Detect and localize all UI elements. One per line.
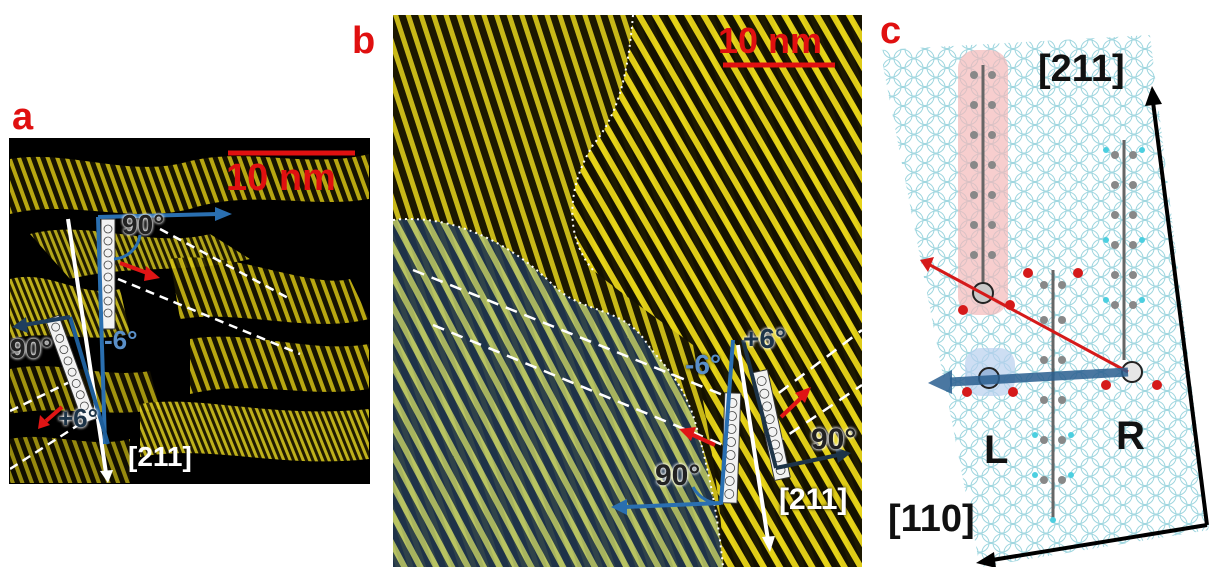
panel-c-label-R: R xyxy=(1116,414,1145,458)
panel-a-angle-left-label: 90° xyxy=(10,333,53,364)
panel-a-letter: a xyxy=(12,96,34,138)
panel-a-dashed-line-4 xyxy=(10,409,101,471)
panel-c-axis-110-arrowhead xyxy=(976,552,996,567)
panel-a-scale-label: 10 nm xyxy=(226,157,336,199)
panel-c-molecule-grey-middle xyxy=(1023,268,1083,523)
panel-c-red-arrowhead xyxy=(920,257,934,272)
panel-b-angle-left-label: 90° xyxy=(655,459,701,492)
panel-c-axis-211-arrowhead xyxy=(1145,86,1162,106)
panel-a-molecule-lower xyxy=(45,314,98,425)
panel-a-angle-neg-label: -6° xyxy=(104,325,138,355)
panel-a-direction-arrowhead xyxy=(100,470,113,483)
panel-a-red-arrowhead-lower xyxy=(38,415,50,429)
panel-b-right-domain xyxy=(572,15,862,567)
panel-b-red-arrow-right xyxy=(779,396,803,419)
panel-a-dashed-line-1 xyxy=(159,227,291,301)
panel-a-blue-axis-upper xyxy=(96,216,107,445)
panel-b-angle-right-label: 90° xyxy=(811,423,857,456)
panel-a-red-arrow-lower xyxy=(44,405,64,423)
panel-b-blue-arrowhead-right xyxy=(835,447,851,463)
panel-c-blue-arrow xyxy=(949,367,1129,387)
panel-b-stm-image: 10 nm -6° +6° 90° 90° [211] xyxy=(393,15,862,567)
panel-c-model: [211] [110] L R xyxy=(870,30,1209,567)
panel-b-boundary-2 xyxy=(393,218,724,567)
panel-c-axis-110 xyxy=(991,523,1208,562)
panel-a-direction-line xyxy=(66,218,108,474)
panel-b-dashed-line-3 xyxy=(762,329,862,406)
panel-b-angle-pos-label: +6° xyxy=(743,323,787,354)
panel-b-dashed-line-4 xyxy=(772,383,862,447)
panel-a-blue-axis-lower xyxy=(68,316,110,445)
panel-a-stm-image: 10 nm 90° 90° -6° +6° [211] xyxy=(9,138,370,484)
panel-b-blue-arrow-left xyxy=(624,501,722,509)
panel-a-overlay xyxy=(10,150,355,483)
panel-c-direction-211-label: [211] xyxy=(1038,48,1125,90)
panel-b-blue-domain xyxy=(393,219,723,567)
panel-b-red-arrowhead-left xyxy=(679,427,696,441)
panel-b-red-arrowhead-right xyxy=(795,387,811,403)
panel-a-blue-arrow-top xyxy=(97,212,219,219)
panel-b-blue-axis-left xyxy=(719,339,735,504)
panel-a-blue-arrowhead-top xyxy=(215,207,232,221)
panel-a-red-arrow-upper xyxy=(119,261,151,276)
panel-b-angle-neg-label: -6° xyxy=(685,349,722,380)
panel-c-graphic xyxy=(880,35,1209,567)
panel-b-direction-arrowhead xyxy=(762,536,775,552)
panel-b-dashed-line-2 xyxy=(432,323,724,447)
panel-c-molecule-grey-right xyxy=(1101,140,1162,390)
panel-c-red-arrow xyxy=(929,263,1129,374)
panel-a-direction-label: [211] xyxy=(128,441,192,472)
panel-c-substrate xyxy=(880,35,1209,567)
panel-a-molecule-upper xyxy=(100,218,116,330)
panel-a-angle-pos-label: +6° xyxy=(58,403,99,433)
panel-a-red-arrowhead-upper xyxy=(144,266,160,281)
panel-c-molecule-red xyxy=(958,50,1015,315)
panel-b-molecule-right xyxy=(751,368,791,482)
panel-b-letter: b xyxy=(352,20,376,62)
panel-a-blue-arrowhead-left xyxy=(12,317,28,333)
panel-a-angle-top-label: 90° xyxy=(122,209,165,240)
panel-b-blue-axis-right xyxy=(741,339,778,469)
panel-b-stm-texture xyxy=(393,15,862,567)
panel-b-dashed-line-1 xyxy=(412,268,724,397)
panel-a-angle-arc xyxy=(113,234,142,261)
panel-b-direction-line xyxy=(736,344,770,541)
panel-b-blue-arrowhead-left xyxy=(611,499,627,515)
panel-c-label-L: L xyxy=(984,428,1009,472)
panel-a-blue-arrow-left xyxy=(23,315,71,327)
panel-b-red-arrow-left xyxy=(692,433,716,447)
panel-b-blue-arrow-right xyxy=(775,453,839,470)
panel-b-scale-label: 10 nm xyxy=(718,20,823,61)
panel-a-molecule-upper-rings xyxy=(103,224,113,318)
panel-c-direction-110-label: [110] xyxy=(888,498,975,540)
panel-c-molecule-blue xyxy=(962,348,1018,397)
panel-a-dashed-line-2 xyxy=(117,277,301,356)
panel-b-boundary-1 xyxy=(571,15,634,271)
panel-c-axis-211 xyxy=(1151,101,1209,526)
panel-c-letter: c xyxy=(880,10,902,52)
panel-b-angle-arc xyxy=(691,486,724,505)
panel-b-direction-label: [211] xyxy=(779,483,848,516)
panel-c-blue-arrowhead xyxy=(928,370,952,394)
